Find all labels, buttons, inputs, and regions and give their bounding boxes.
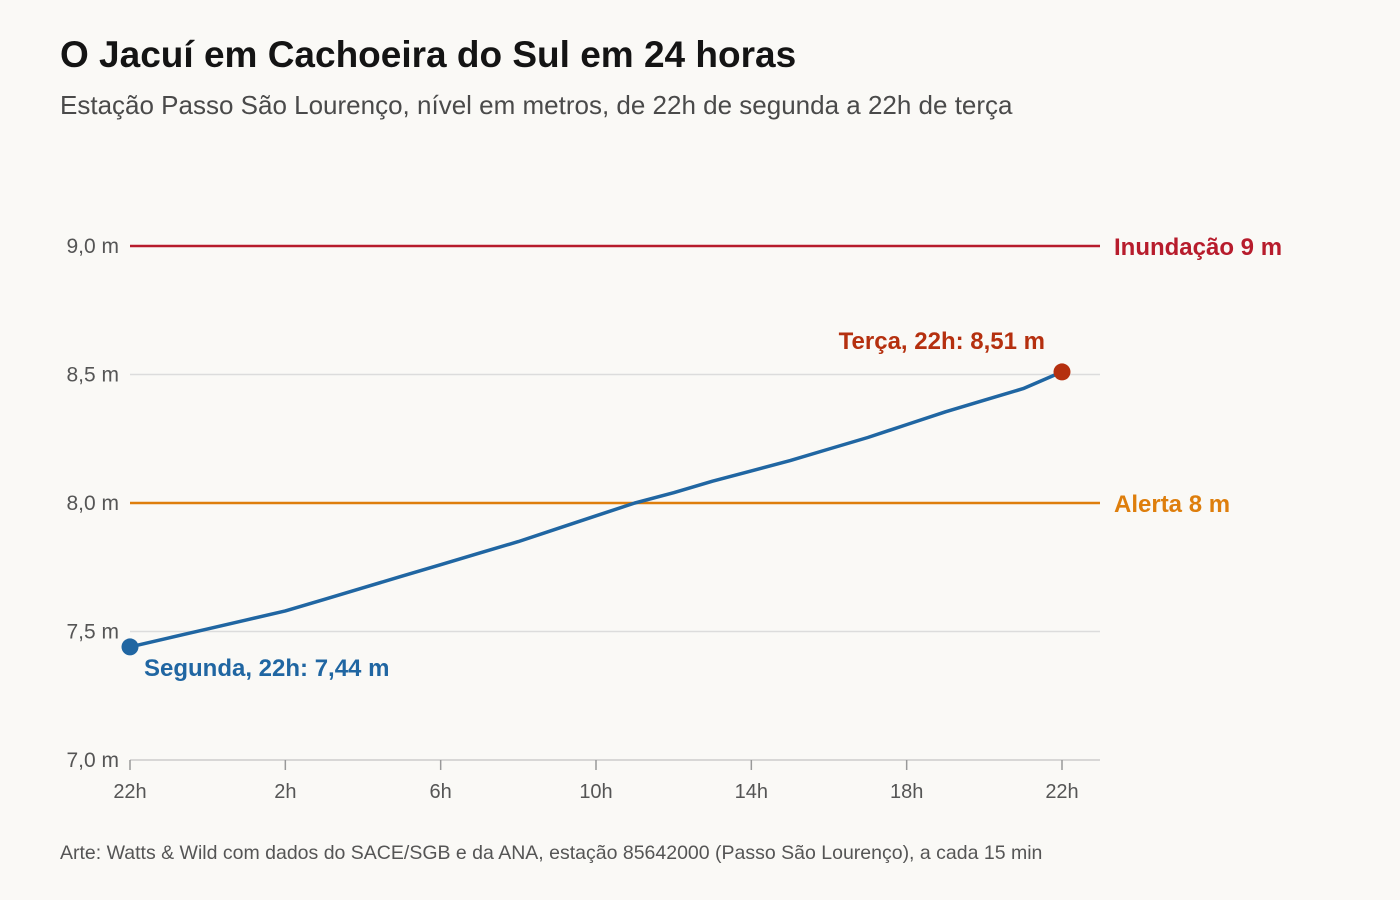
reference-line-label: Alerta 8 m [1114,491,1230,518]
grid-lines [130,373,1100,633]
y-tick-label: 7,5 m [66,621,119,644]
source-note: Arte: Watts & Wild com dados do SACE/SGB… [60,842,1043,864]
start-point [121,638,139,656]
x-tick-label: 10h [579,781,612,803]
y-tick-label: 8,0 m [66,492,119,515]
x-tick-label: 6h [430,781,452,803]
x-tick-label: 18h [890,781,923,803]
chart-subtitle: Estação Passo São Lourenço, nível em met… [60,90,1013,120]
x-tick-label: 22h [1045,781,1078,803]
chart-title: O Jacuí em Cachoeira do Sul em 24 horas [60,34,797,75]
y-tick-label: 7,0 m [66,749,119,772]
end-point-label: Terça, 22h: 8,51 m [839,328,1045,355]
reference-line-label: Inundação 9 m [1114,234,1282,261]
start-point-label: Segunda, 22h: 7,44 m [144,655,389,682]
x-tick-label: 14h [735,781,768,803]
series [128,370,1064,649]
x-tick-label: 22h [113,781,146,803]
axes: 7,0 m 7,5 m 8,0 m 8,5 m 9,0 m 22h 2h 6h 10h 14h 18… [66,235,1100,803]
y-tick-label: 8,5 m [66,364,119,387]
series-line [128,370,1064,649]
x-tick-label: 2h [274,781,296,803]
y-tick-label: 9,0 m [66,235,119,258]
annotations: Segunda, 22h: 7,44 m Terça, 22h: 8,51 m [121,328,1071,682]
reference-lines: Inundação 9 m Alerta 8 m [130,234,1282,518]
end-point [1053,363,1071,381]
